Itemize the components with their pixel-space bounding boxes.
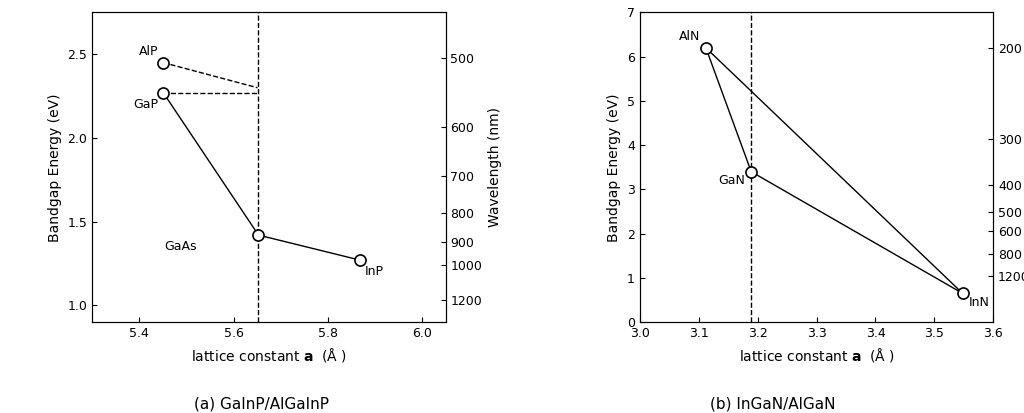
Text: InP: InP — [365, 265, 384, 278]
Text: (b) InGaN/AlGaN: (b) InGaN/AlGaN — [711, 397, 836, 412]
Text: InN: InN — [969, 296, 989, 309]
Text: AlP: AlP — [139, 45, 159, 57]
Y-axis label: Wavelength (nm): Wavelength (nm) — [487, 107, 502, 227]
Text: GaP: GaP — [133, 98, 159, 111]
Text: GaN: GaN — [719, 174, 745, 187]
Text: (a) GaInP/AlGaInP: (a) GaInP/AlGaInP — [194, 397, 329, 412]
X-axis label: lattice constant $\mathbf{a}$  (Å ): lattice constant $\mathbf{a}$ (Å ) — [190, 346, 347, 363]
Y-axis label: Bandgap Energy (eV): Bandgap Energy (eV) — [48, 93, 61, 242]
Y-axis label: Bandgap Energy (eV): Bandgap Energy (eV) — [607, 93, 622, 242]
Text: AlN: AlN — [679, 31, 700, 43]
X-axis label: lattice constant $\mathbf{a}$  (Å ): lattice constant $\mathbf{a}$ (Å ) — [738, 346, 895, 363]
Text: GaAs: GaAs — [165, 240, 198, 253]
